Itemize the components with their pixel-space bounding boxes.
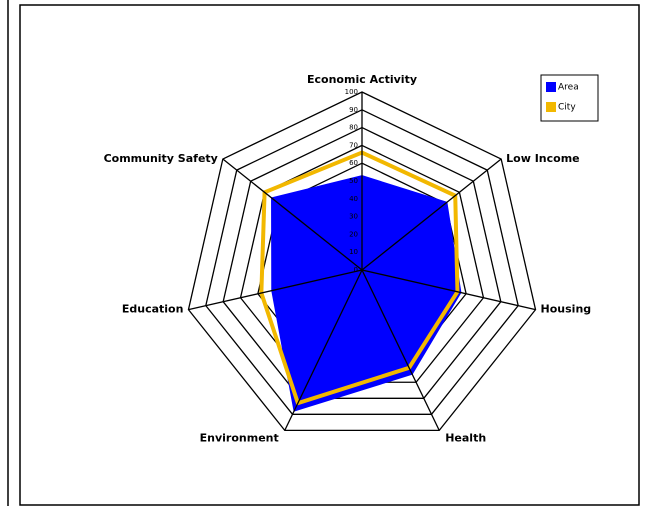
tick-label: 80 [349, 124, 358, 132]
series-outline [259, 150, 460, 406]
tick-label: 50 [349, 177, 358, 185]
tick-label: 20 [349, 230, 358, 238]
spoke [188, 269, 363, 311]
tick-label: 70 [349, 141, 358, 149]
legend-label: City [558, 103, 576, 113]
axis-label: Low Income [506, 152, 579, 165]
grid-ring [205, 109, 519, 415]
axis-label: Housing [541, 303, 592, 316]
spoke [284, 269, 363, 431]
tick-label: 0 [354, 266, 358, 274]
axis-label: Community Safety [104, 152, 218, 165]
legend-label: Area [558, 83, 579, 93]
frame [19, 4, 640, 506]
grid-ring [222, 126, 502, 399]
tick-label: 100 [345, 88, 358, 96]
tick-label: 90 [349, 106, 358, 114]
tick-label: 10 [349, 248, 358, 256]
axis-label: Environment [200, 431, 279, 444]
axis-label: Economic Activity [307, 73, 417, 86]
area-polygon [271, 175, 462, 412]
spoke [361, 158, 502, 271]
grid-ring [187, 91, 537, 432]
legend-swatch [546, 102, 556, 112]
spoke [361, 269, 536, 311]
legend-swatch [546, 82, 556, 92]
tick-label: 60 [349, 159, 358, 167]
axis-label: Health [445, 431, 486, 444]
spoke [361, 269, 440, 431]
axis-label: Education [122, 303, 184, 316]
tick-label: 40 [349, 195, 358, 203]
tick-label: 30 [349, 213, 358, 221]
spoke [222, 158, 363, 271]
